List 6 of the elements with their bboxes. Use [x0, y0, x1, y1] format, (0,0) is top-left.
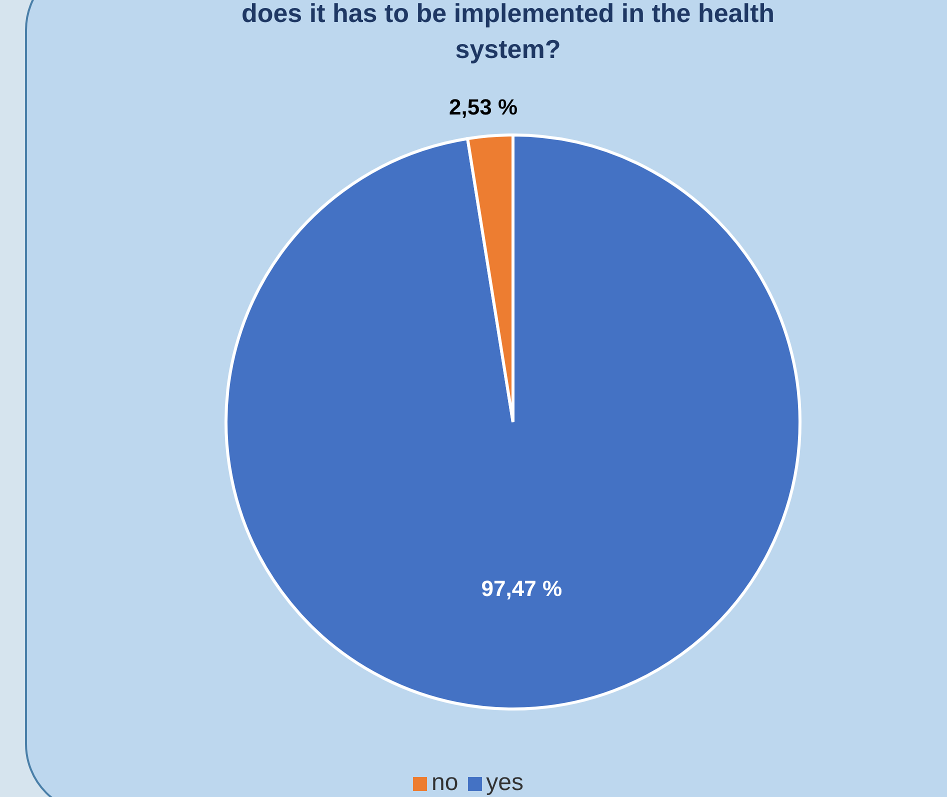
- legend-label: yes: [486, 769, 524, 796]
- data-label: 97,47 %: [481, 576, 562, 602]
- chart-title: does it has to be implemented in the health system?: [241, 0, 775, 64]
- data-label: 2,53 %: [449, 94, 518, 120]
- legend-label: no: [431, 769, 458, 796]
- pie-slice: [224, 134, 802, 710]
